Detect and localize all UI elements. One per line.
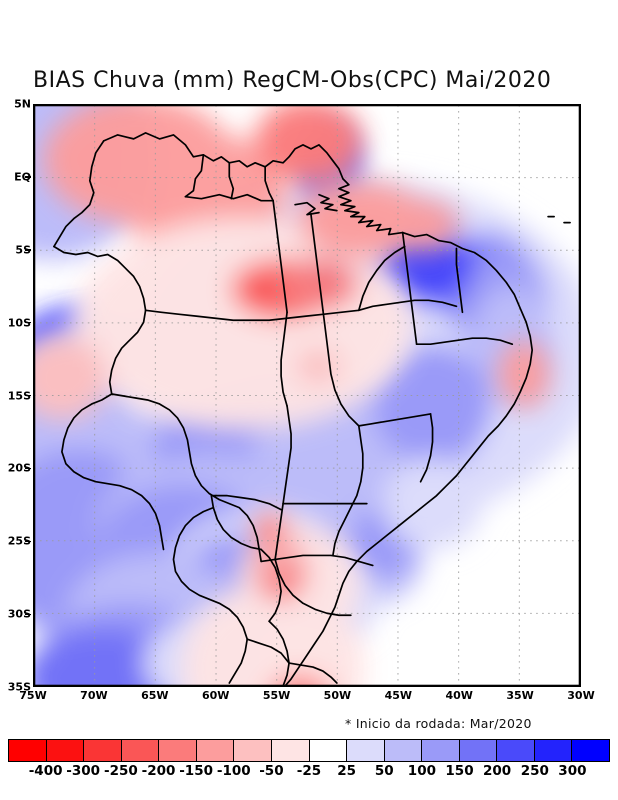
x-tick-label: 65W (141, 689, 169, 702)
x-tick-label: 30W (567, 689, 595, 702)
y-tick-label: 5N (14, 97, 31, 111)
colorbar-tick: -200 (141, 763, 176, 779)
bias-contour-map (34, 105, 580, 686)
y-tick-mark (25, 613, 31, 615)
x-tick-label: 40W (445, 689, 473, 702)
x-tick-label: 35W (506, 689, 534, 702)
y-tick-label: 30S (7, 607, 31, 621)
colorbar-tick: -25 (296, 763, 322, 779)
x-axis: 75W 70W 65W 60W 55W 50W 45W 40W 35W 30W (19, 689, 594, 709)
colorbar-tick: -300 (66, 763, 101, 779)
colorbar[interactable] (8, 739, 610, 762)
y-tick-label: 25S (7, 534, 31, 548)
colorbar-swatch[interactable] (271, 740, 310, 761)
y-axis: 5N EQ 5S 10S 15S 20S 25S 30S 35S (0, 98, 31, 694)
colorbar-swatch[interactable] (534, 740, 573, 761)
y-tick-label: 10S (7, 316, 31, 330)
colorbar-tick: -250 (103, 763, 138, 779)
map-plot-area[interactable] (33, 104, 581, 687)
x-tick-label: 75W (19, 689, 47, 702)
y-tick-label: EQ (14, 170, 31, 184)
colorbar-swatch[interactable] (9, 740, 47, 761)
colorbar-tick-labels: -400 -300 -250 -200 -150 -100 -50 -25 25… (8, 763, 610, 781)
y-tick-mark (25, 395, 31, 397)
y-tick-label: 15S (7, 389, 31, 402)
colorbar-tick: -50 (259, 763, 284, 779)
x-tick-label: 45W (384, 689, 413, 702)
y-tick-label: 35S (7, 680, 31, 694)
y-tick-mark (25, 176, 31, 178)
colorbar-tick: -400 (28, 763, 63, 779)
country-borders (53, 132, 571, 686)
run-start-note: * Inicio da rodada: Mar/2020 (345, 716, 532, 731)
colorbar-swatch[interactable] (422, 740, 460, 761)
colorbar-swatch[interactable] (159, 740, 197, 761)
x-tick-label: 70W (80, 689, 108, 702)
colorbar-tick: -100 (216, 763, 251, 779)
colorbar-swatch[interactable] (196, 740, 235, 761)
colorbar-swatch[interactable] (497, 740, 535, 761)
x-tick-label: 55W (262, 689, 291, 702)
colorbar-swatch[interactable] (46, 740, 85, 761)
colorbar-tick: 25 (337, 763, 356, 779)
y-tick-mark (25, 249, 31, 251)
colorbar-tick: 50 (374, 763, 394, 779)
colorbar-tick: 150 (445, 763, 474, 779)
y-tick-mark (25, 540, 31, 543)
colorbar-swatch[interactable] (121, 740, 160, 761)
x-tick-label: 50W (323, 689, 352, 702)
y-tick-mark (25, 467, 31, 470)
colorbar-tick: 200 (483, 763, 512, 779)
y-tick-label: 20S (7, 461, 31, 475)
colorbar-swatch[interactable] (309, 740, 348, 761)
colorbar-swatch[interactable] (234, 740, 272, 761)
colorbar-swatch[interactable] (459, 740, 498, 761)
colorbar-tick: -150 (179, 763, 213, 779)
page-title: BIAS Chuva (mm) RegCM-Obs(CPC) Mai/2020 (33, 68, 552, 93)
y-tick-mark (25, 322, 31, 324)
colorbar-swatch[interactable] (384, 740, 423, 761)
x-tick-label: 60W (201, 689, 230, 702)
y-tick-label: 5S (15, 243, 31, 257)
colorbar-swatch[interactable] (347, 740, 385, 761)
colorbar-tick: 250 (520, 763, 549, 779)
colorbar-tick: 300 (558, 763, 587, 779)
colorbar-swatch[interactable] (84, 740, 122, 761)
colorbar-swatch[interactable] (572, 740, 609, 761)
colorbar-tick: 100 (407, 763, 436, 779)
